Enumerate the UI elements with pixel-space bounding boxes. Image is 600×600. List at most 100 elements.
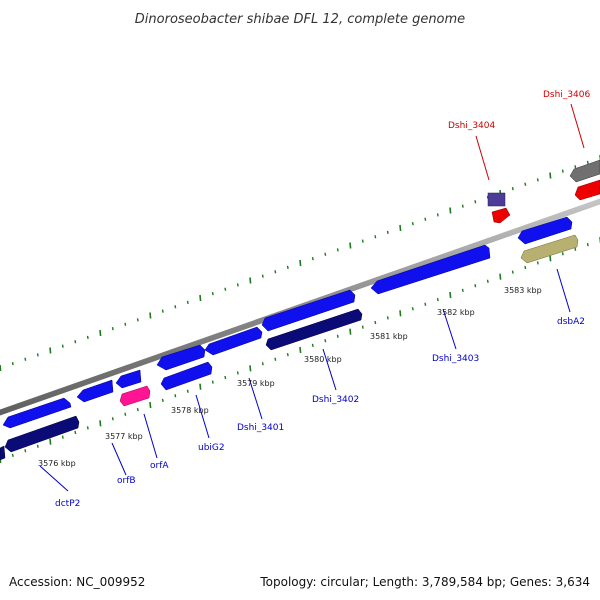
major-tick	[49, 347, 52, 354]
minor-tick	[374, 320, 377, 325]
major-tick	[249, 277, 252, 284]
minor-tick	[174, 305, 177, 309]
gene-label-dshi-3403[interactable]: Dshi_3403	[432, 354, 479, 364]
gene-orfA-arrow[interactable]	[115, 369, 142, 389]
major-tick	[449, 207, 452, 214]
minor-tick	[324, 252, 327, 256]
major-tick	[149, 401, 152, 409]
minor-tick	[411, 221, 414, 226]
tick-label: 3577 kbp	[105, 432, 143, 441]
gene-3400b[interactable]	[204, 326, 263, 356]
inner-genes	[0, 234, 579, 461]
gene-label-orfB[interactable]: orfB	[117, 476, 136, 486]
gene-orfA-rna[interactable]	[119, 385, 151, 407]
gene-label-dshi-3401[interactable]: Dshi_3401	[237, 423, 284, 433]
minor-tick	[124, 322, 127, 326]
minor-tick	[336, 248, 339, 252]
minor-tick	[111, 417, 114, 421]
callout-lines	[39, 103, 585, 492]
minor-tick	[574, 165, 577, 169]
minor-tick	[211, 380, 214, 384]
tick-label: 3581 kbp	[370, 332, 408, 341]
gene-label-dctP2[interactable]: dctP2	[55, 499, 80, 509]
gene-dsbA2-fwd[interactable]	[517, 216, 573, 245]
accession-text: Accession: NC_009952	[9, 575, 145, 589]
minor-tick	[311, 256, 314, 261]
minor-tick	[361, 325, 364, 329]
gene-label-dshi-3406[interactable]: Dshi_3406	[543, 90, 591, 100]
gene-3402-fwd[interactable]	[261, 289, 356, 332]
forward-strand-genes	[2, 216, 573, 429]
major-tick	[49, 438, 52, 445]
gene-ubiG2[interactable]	[160, 361, 213, 391]
minor-tick	[586, 160, 589, 165]
minor-tick	[36, 353, 39, 357]
minor-tick	[436, 213, 439, 217]
minor-tick	[386, 316, 389, 320]
major-tick	[349, 242, 352, 249]
major-tick	[149, 312, 152, 319]
gene-label-ubiG2[interactable]: ubiG2	[198, 443, 225, 453]
minor-tick	[286, 265, 289, 270]
major-tick	[199, 294, 202, 302]
gene-dctP2[interactable]	[2, 397, 72, 429]
major-tick	[249, 365, 252, 372]
minor-tick	[486, 279, 489, 283]
minor-tick	[286, 352, 289, 357]
minor-tick	[224, 375, 227, 380]
minor-tick	[274, 270, 277, 274]
minor-tick	[386, 230, 389, 235]
tick-label: 3582 kbp	[437, 308, 475, 317]
gene-dctP2-rev[interactable]	[4, 415, 80, 453]
gene-label-dshi-3402[interactable]: Dshi_3402	[312, 395, 359, 405]
gene-3400[interactable]	[156, 344, 206, 371]
gene-tail-rev[interactable]	[0, 445, 6, 461]
gene-3403[interactable]	[370, 244, 491, 295]
minor-tick	[461, 204, 464, 208]
major-tick	[549, 255, 552, 262]
gene-label-orfA[interactable]: orfA	[150, 461, 169, 471]
tick-label: 3580 kbp	[304, 355, 342, 364]
minor-tick	[511, 270, 514, 274]
major-tick	[99, 329, 102, 337]
minor-tick	[174, 394, 177, 398]
gene-3402-rev[interactable]	[265, 308, 363, 351]
major-tick	[499, 273, 502, 280]
gene-label-dshi-3404[interactable]: Dshi_3404	[448, 121, 496, 131]
gene-3404-purple[interactable]	[487, 192, 506, 207]
minor-tick	[424, 302, 427, 306]
upper-right-genes	[487, 159, 600, 224]
minor-tick	[336, 334, 339, 338]
minor-tick	[86, 335, 89, 340]
gene-label-dsbA2[interactable]: dsbA2	[557, 317, 585, 327]
minor-tick	[361, 239, 364, 243]
minor-tick	[324, 339, 327, 343]
minor-tick	[374, 235, 377, 239]
major-tick	[349, 328, 352, 335]
major-tick	[299, 259, 302, 267]
gene-dsbA2-other[interactable]	[520, 234, 579, 264]
minor-tick	[536, 261, 539, 265]
major-tick	[99, 420, 102, 427]
minor-tick	[24, 449, 27, 453]
minor-tick	[511, 186, 514, 191]
gene-orfB-arrow[interactable]	[76, 379, 114, 403]
minor-tick	[61, 344, 64, 348]
minor-tick	[161, 398, 164, 403]
minor-tick	[411, 307, 414, 311]
gene-3404-red[interactable]	[491, 207, 511, 224]
tick-labels: 3576 kbp 3577 kbp 3578 kbp 3579 kbp 3580…	[38, 286, 542, 468]
major-tick	[549, 172, 552, 179]
minor-tick	[74, 340, 77, 344]
minor-tick	[524, 265, 527, 270]
major-tick	[399, 224, 402, 232]
minor-tick	[86, 426, 89, 430]
gene-3406-red[interactable]	[574, 179, 600, 201]
gene-3406-grey[interactable]	[569, 159, 600, 183]
minor-tick	[224, 287, 227, 291]
minor-tick	[136, 407, 139, 412]
minor-tick	[536, 178, 539, 182]
minor-tick	[474, 284, 477, 288]
minor-tick	[111, 326, 114, 331]
